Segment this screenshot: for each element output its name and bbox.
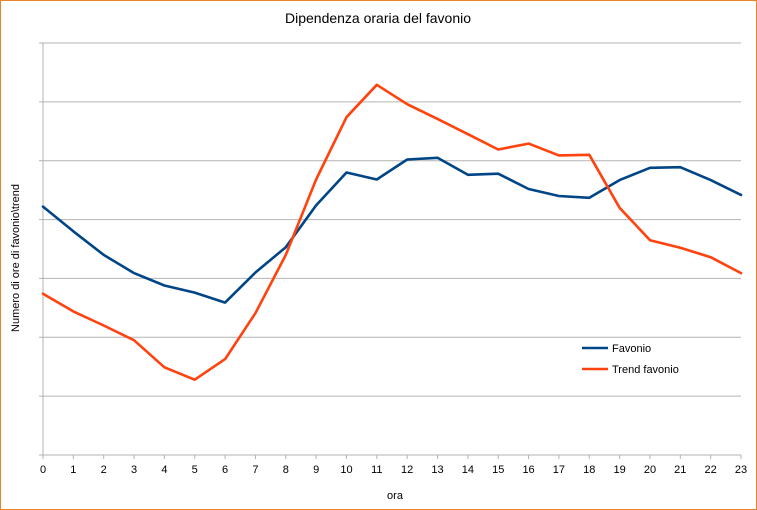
series-line-favonio: [41, 156, 743, 304]
x-tick-label: 8: [283, 464, 289, 476]
x-tick-label: 4: [161, 464, 167, 476]
x-tick-label: 1: [70, 464, 76, 476]
x-tick-label: 11: [371, 464, 382, 476]
y-axis-title: Numero di ore di favonio\trend: [10, 184, 22, 332]
x-tick-label: 22: [705, 464, 717, 476]
x-tick-label: 3: [131, 464, 137, 476]
axes: [39, 42, 742, 459]
chart-title: Dipendenza oraria del favonio: [285, 10, 471, 26]
x-tick-label: 16: [522, 464, 534, 476]
x-axis-title: ora: [387, 490, 404, 502]
gridlines: [43, 42, 741, 456]
legend-label: Favonio: [612, 343, 651, 355]
x-tick-label: 12: [401, 464, 413, 476]
series-lines: [41, 83, 743, 382]
x-tick-label: 7: [252, 464, 258, 476]
x-tick-labels: 0 1 2 3 4 5 6 7 8 9 10 11 12 13 14 15 16 17 18 19 20 21 22 23: [40, 464, 747, 476]
x-tick-label: 19: [613, 464, 625, 476]
series-line-trend-favonio: [41, 83, 743, 382]
x-tick-label: 15: [492, 464, 504, 476]
x-tick-label: 17: [553, 464, 565, 476]
x-tick-label: 21: [674, 464, 686, 476]
x-tick-label: 23: [735, 464, 747, 476]
x-tick-label: 13: [431, 464, 443, 476]
x-tick-label: 18: [583, 464, 595, 476]
x-tick-label: 0: [40, 464, 46, 476]
x-tick-label: 9: [313, 464, 319, 476]
x-tick-label: 5: [192, 464, 198, 476]
x-tick-label: 6: [222, 464, 228, 476]
x-tick-label: 10: [340, 464, 352, 476]
legend-label: Trend favonio: [612, 364, 679, 376]
x-tick-label: 20: [644, 464, 656, 476]
x-tick-label: 14: [462, 464, 474, 476]
x-tick-label: 2: [101, 464, 107, 476]
legend: Favonio Trend favonio: [582, 343, 679, 376]
